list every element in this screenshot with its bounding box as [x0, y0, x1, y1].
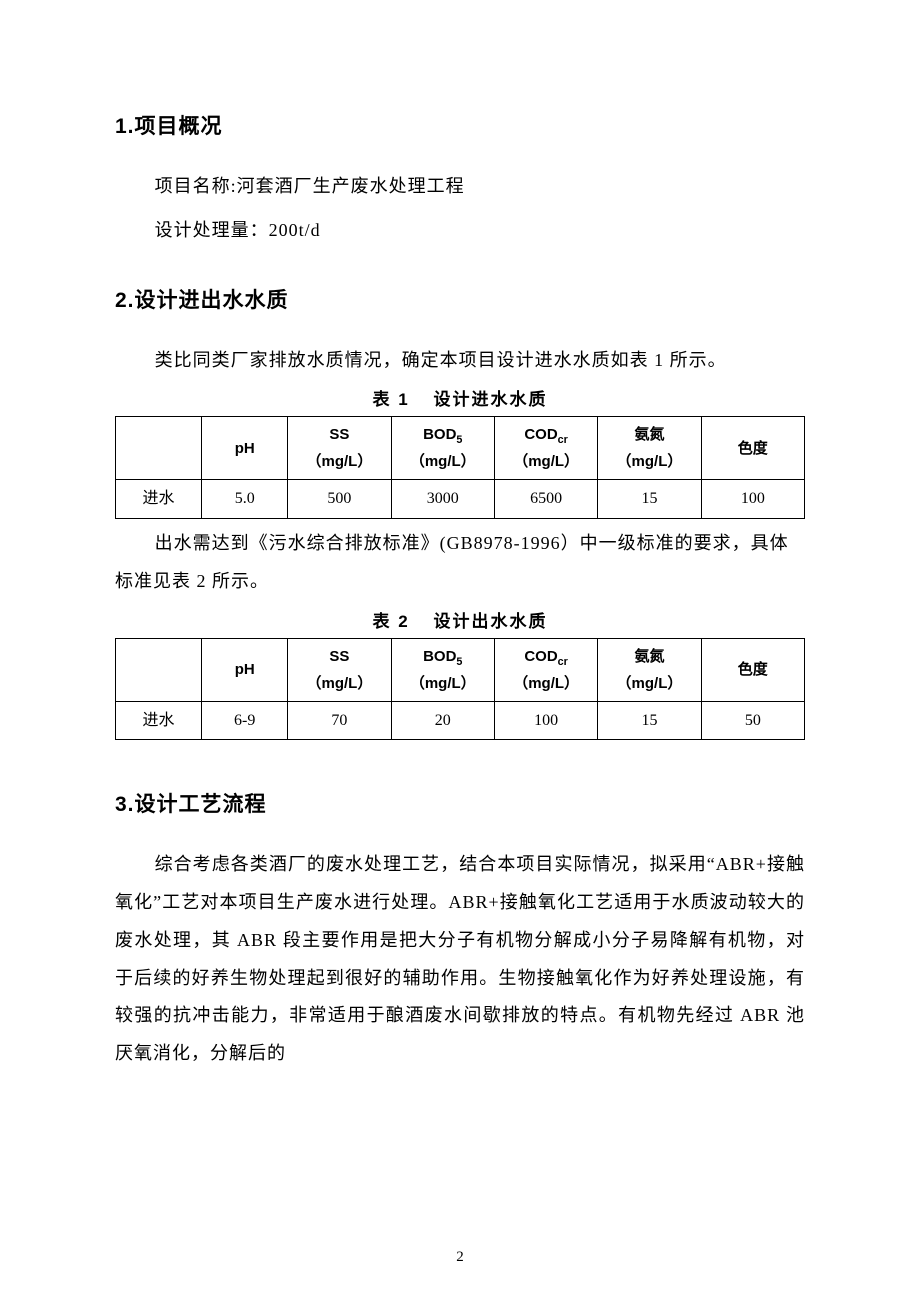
table-1-caption-num: 表 1	[373, 390, 410, 409]
section-2-intro: 类比同类厂家排放水质情况，确定本项目设计进水水质如表 1 所示。	[115, 342, 805, 380]
th-codcr-label: COD	[524, 426, 557, 443]
table-2-caption-title: 设计出水水质	[433, 612, 547, 631]
th-nh3n-label: 氨氮	[634, 426, 664, 443]
th2-ss-unit: （mg/L）	[307, 675, 373, 692]
table-1-data-row: 进水 5.0 500 3000 6500 15 100	[116, 480, 805, 519]
t1-ss: 500	[288, 480, 391, 519]
th-ph: pH	[202, 417, 288, 480]
th-nh3n-unit: （mg/L）	[617, 453, 683, 470]
section-3-heading: 3.设计工艺流程	[115, 788, 805, 818]
th-nh3n: 氨氮 （mg/L）	[598, 417, 701, 480]
table-2-caption: 表 2 设计出水水质	[115, 607, 805, 632]
table-2-header-row: pH SS （mg/L） BOD5 （mg/L） CODcr （mg/L） 氨氮…	[116, 638, 805, 701]
t2-ss: 70	[288, 701, 391, 740]
th-ss: SS （mg/L）	[288, 417, 391, 480]
th-bod5-unit: （mg/L）	[410, 453, 476, 470]
th2-bod5-unit: （mg/L）	[410, 675, 476, 692]
th-bod5-label: BOD	[423, 426, 456, 443]
th2-bod5-label: BOD	[423, 648, 456, 665]
document-page: 1.项目概况 项目名称:河套酒厂生产废水处理工程 设计处理量：200t/d 2.…	[0, 0, 920, 1302]
t1-label: 进水	[116, 480, 202, 519]
th2-ph: pH	[202, 638, 288, 701]
th2-codcr-unit: （mg/L）	[513, 675, 579, 692]
section-1-heading: 1.项目概况	[115, 110, 805, 140]
th-codcr-unit: （mg/L）	[513, 453, 579, 470]
table-1-caption-title: 设计进水水质	[433, 390, 547, 409]
th-color: 色度	[701, 417, 804, 480]
project-name-line: 项目名称:河套酒厂生产废水处理工程	[115, 168, 805, 206]
t1-ph: 5.0	[202, 480, 288, 519]
th-codcr-sub: cr	[558, 434, 568, 446]
th2-nh3n-label: 氨氮	[634, 648, 664, 665]
between-tables-text: 出水需达到《污水综合排放标准》(GB8978-1996）中一级标准的要求，具体标…	[115, 525, 805, 601]
table-1-header-row: pH SS （mg/L） BOD5 （mg/L） CODcr （mg/L） 氨氮…	[116, 417, 805, 480]
t2-nh3n: 15	[598, 701, 701, 740]
t2-ph: 6-9	[202, 701, 288, 740]
th2-color: 色度	[701, 638, 804, 701]
th2-nh3n-unit: （mg/L）	[617, 675, 683, 692]
page-number: 2	[0, 1249, 920, 1266]
th2-codcr-sub: cr	[558, 656, 568, 668]
th2-codcr-label: COD	[524, 648, 557, 665]
th2-bod5-sub: 5	[456, 656, 462, 668]
th2-blank	[116, 638, 202, 701]
th-codcr: CODcr （mg/L）	[494, 417, 597, 480]
table-1-caption: 表 1 设计进水水质	[115, 385, 805, 410]
th-ss-unit: （mg/L）	[307, 453, 373, 470]
t2-bod5: 20	[391, 701, 494, 740]
t2-color: 50	[701, 701, 804, 740]
th-blank	[116, 417, 202, 480]
table-2: pH SS （mg/L） BOD5 （mg/L） CODcr （mg/L） 氨氮…	[115, 638, 805, 741]
section-2-heading: 2.设计进出水水质	[115, 284, 805, 314]
th2-nh3n: 氨氮 （mg/L）	[598, 638, 701, 701]
th-ss-label: SS	[329, 426, 349, 443]
table-2-data-row: 进水 6-9 70 20 100 15 50	[116, 701, 805, 740]
section-3-body: 综合考虑各类酒厂的废水处理工艺，结合本项目实际情况，拟采用“ABR+接触氧化”工…	[115, 846, 805, 1073]
th-bod5: BOD5 （mg/L）	[391, 417, 494, 480]
t1-nh3n: 15	[598, 480, 701, 519]
t1-color: 100	[701, 480, 804, 519]
th2-ss-label: SS	[329, 648, 349, 665]
design-capacity-line: 设计处理量：200t/d	[115, 212, 805, 250]
table-2-caption-num: 表 2	[373, 612, 410, 631]
t1-bod5: 3000	[391, 480, 494, 519]
th2-bod5: BOD5 （mg/L）	[391, 638, 494, 701]
table-1: pH SS （mg/L） BOD5 （mg/L） CODcr （mg/L） 氨氮…	[115, 416, 805, 519]
t2-label: 进水	[116, 701, 202, 740]
th2-ss: SS （mg/L）	[288, 638, 391, 701]
th-bod5-sub: 5	[456, 434, 462, 446]
t2-codcr: 100	[494, 701, 597, 740]
th2-codcr: CODcr （mg/L）	[494, 638, 597, 701]
t1-codcr: 6500	[494, 480, 597, 519]
